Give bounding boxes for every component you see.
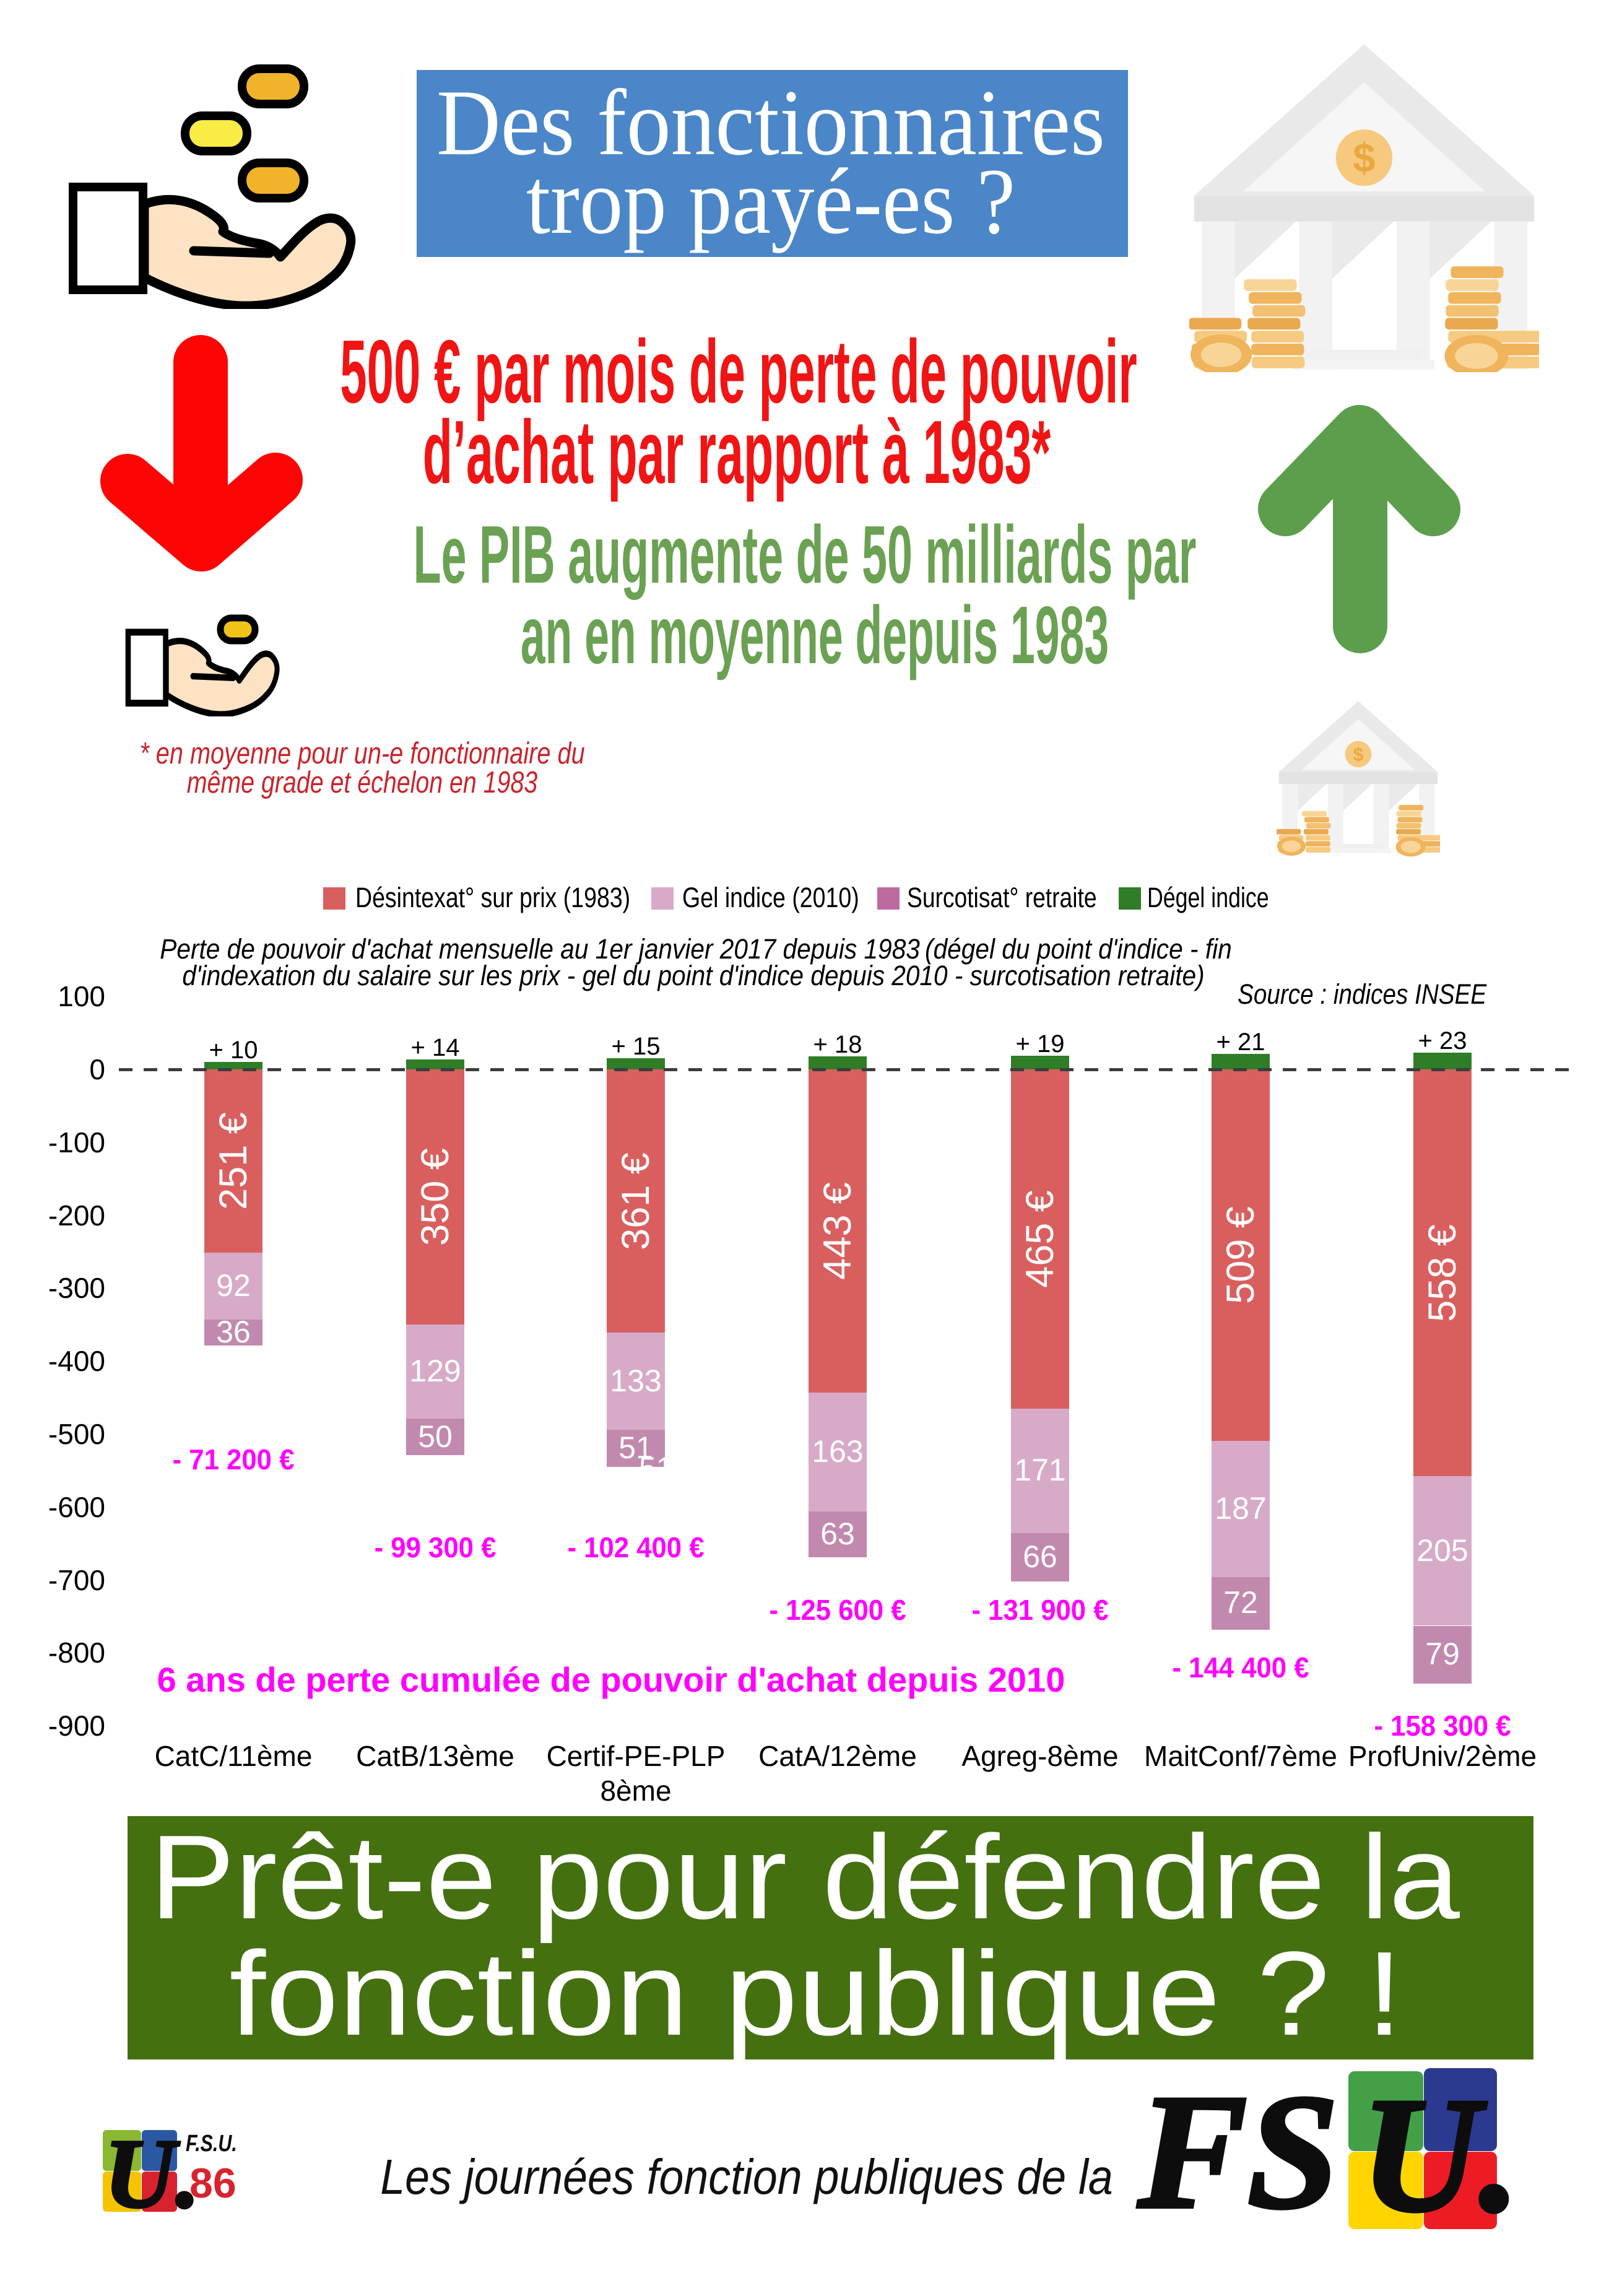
- svg-text:$: $: [1353, 136, 1375, 181]
- svg-text:$: $: [1353, 744, 1364, 765]
